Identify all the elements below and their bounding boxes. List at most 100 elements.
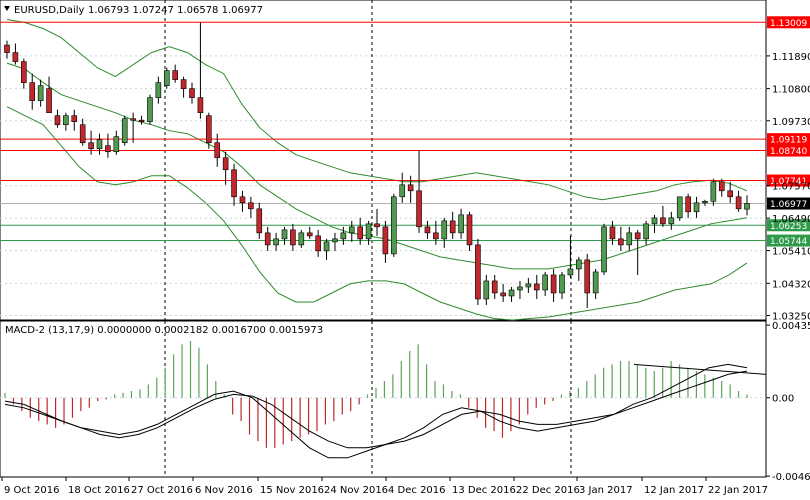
candle-body <box>374 223 380 228</box>
candle-body <box>113 136 120 153</box>
macd-header: MACD-2 (13,17,9) 0.0000000 0.0002182 0.0… <box>5 325 323 336</box>
candle-body <box>609 226 616 240</box>
time-axis: 9 Oct 2016 18 Oct 2016 27 Oct 2016 6 Nov 20… <box>1 477 768 496</box>
bollinger-upper-line <box>6 19 748 201</box>
candle-body <box>357 226 363 240</box>
candle-body <box>239 196 246 204</box>
candle-body <box>643 223 649 240</box>
macd-axis: 0.004355 0.00 -0.004696 <box>766 321 810 483</box>
time-tick-label: 24 Nov 2016 <box>324 485 388 496</box>
candle-body <box>46 88 52 113</box>
signal-line <box>4 370 748 449</box>
price-tick-label: 1.03250 <box>772 311 810 322</box>
level-tag <box>767 144 810 157</box>
candle-body <box>449 220 456 234</box>
candle-body <box>348 226 355 234</box>
candle-body <box>306 232 313 237</box>
macd-tick-label: -0.004696 <box>772 472 810 483</box>
candle-body <box>727 190 733 198</box>
candle-body <box>567 268 574 276</box>
candle-body <box>550 274 557 294</box>
candle-body <box>332 238 338 243</box>
bollinger-bands <box>6 19 748 321</box>
candle-body <box>298 232 305 246</box>
candle-body <box>500 292 506 297</box>
candle-body <box>248 202 254 210</box>
ohlc-values: 1.06793 1.07247 1.06578 1.06977 <box>88 5 263 16</box>
candle-body <box>618 238 624 246</box>
price-tick-label: 1.05410 <box>772 247 810 258</box>
level-tag <box>767 234 810 247</box>
candle-body <box>340 232 347 240</box>
dropdown-triangle-icon[interactable] <box>4 6 10 11</box>
candle-body <box>121 118 128 144</box>
candle-body <box>290 229 296 246</box>
price-tick-label: 1.04320 <box>772 279 810 290</box>
macd-tick-label: 0.00 <box>772 394 794 405</box>
candle-body <box>163 70 170 86</box>
level-tag-label: 1.05744 <box>770 237 807 247</box>
candle-body <box>105 145 111 153</box>
candle-body <box>256 208 263 234</box>
candle-body <box>130 118 136 121</box>
candle-body <box>542 274 548 291</box>
candle-body <box>634 232 641 240</box>
candle-body <box>315 235 321 252</box>
candle-body <box>517 286 523 291</box>
level-tag <box>767 133 810 146</box>
candle-body <box>63 115 69 125</box>
candle-body <box>601 226 607 273</box>
candle-body <box>693 202 700 213</box>
level-tag-label: 1.13009 <box>770 19 807 29</box>
candle-body <box>466 214 473 246</box>
candle-body <box>231 169 237 198</box>
current-price-tag <box>767 197 810 210</box>
candle-body <box>710 181 717 202</box>
macd-plot-area <box>0 320 767 478</box>
candle-body <box>281 229 288 240</box>
chart-header: EURUSD,Daily 1.06793 1.07247 1.06578 1.0… <box>4 5 263 16</box>
candle-body <box>533 283 540 291</box>
candle-body <box>197 97 204 113</box>
price-tick-label: 1.09730 <box>772 117 810 128</box>
time-tick-label: 3 Jan 2017 <box>579 485 633 496</box>
candle-body <box>206 115 212 144</box>
level-tag-label: 1.08740 <box>770 147 807 157</box>
candle-body <box>483 280 490 300</box>
price-tick-label: 1.06490 <box>772 214 810 225</box>
candle-body <box>323 241 330 252</box>
candle-body <box>491 280 498 294</box>
candle-body <box>37 85 44 101</box>
candle-body <box>21 61 27 83</box>
candle-body <box>592 271 599 294</box>
candle-body <box>559 274 565 294</box>
candle-body <box>407 184 414 192</box>
candle-body <box>685 196 691 213</box>
candle-body <box>214 142 221 159</box>
candle-body <box>416 190 422 228</box>
candle-body <box>441 220 448 240</box>
candle-body <box>172 70 178 80</box>
candle-body <box>155 82 162 98</box>
candle-body <box>391 196 397 255</box>
macd-trendline <box>633 363 767 375</box>
macd-histogram <box>4 341 748 448</box>
candle-body <box>79 124 86 144</box>
level-tag-label: 1.06253 <box>770 222 807 232</box>
bollinger-lower-line <box>6 106 748 321</box>
price-plot-area <box>0 0 767 321</box>
time-tick-label: 15 Nov 2016 <box>260 485 324 496</box>
time-tick-label: 4 Dec 2016 <box>388 485 446 496</box>
candle-body <box>4 44 10 53</box>
candle-body <box>525 283 532 288</box>
level-tag <box>767 16 810 29</box>
candle-body <box>29 82 36 101</box>
candle-body <box>718 181 725 192</box>
price-tick-label: 1.10800 <box>772 85 810 96</box>
price-axis: 1.11890 1.10800 1.09730 1.07570 1.06490 1.054… <box>766 52 810 322</box>
macd-lines <box>4 363 767 459</box>
candle-body <box>626 232 633 246</box>
level-tag <box>767 174 810 187</box>
